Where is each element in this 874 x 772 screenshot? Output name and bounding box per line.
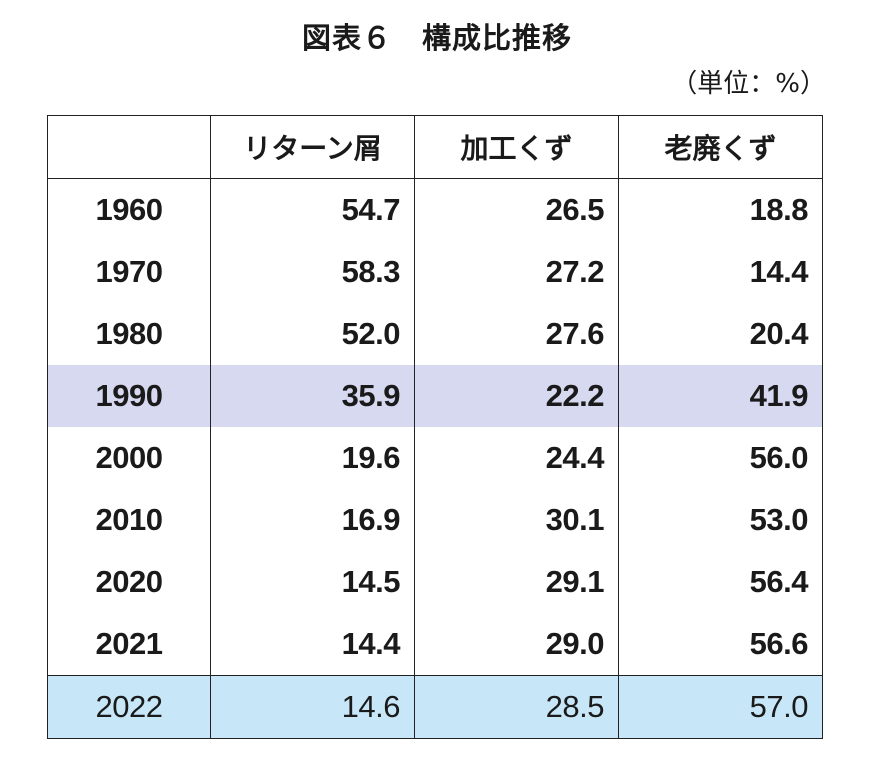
- value-cell: 14.4: [618, 241, 823, 303]
- year-cell: 2022: [47, 675, 211, 739]
- value-cell: 18.8: [618, 178, 823, 241]
- year-cell: 2000: [47, 427, 211, 489]
- header-return-scrap: リターン屑: [210, 115, 415, 179]
- value-cell: 14.4: [210, 613, 415, 676]
- value-cell: 28.5: [414, 675, 619, 739]
- value-cell: 29.0: [414, 613, 619, 676]
- value-cell: 27.6: [414, 303, 619, 365]
- table-row: 2000 19.6 24.4 56.0: [47, 427, 823, 489]
- value-cell: 58.3: [210, 241, 415, 303]
- value-cell: 26.5: [414, 178, 619, 241]
- value-cell: 16.9: [210, 489, 415, 551]
- year-cell: 1980: [47, 303, 211, 365]
- table-row: 1980 52.0 27.6 20.4: [47, 303, 823, 365]
- year-cell: 2010: [47, 489, 211, 551]
- table-row: 2021 14.4 29.0 56.6: [47, 613, 823, 676]
- table-row: 1960 54.7 26.5 18.8: [47, 178, 823, 241]
- value-cell: 56.6: [618, 613, 823, 676]
- table-row: 2022 14.6 28.5 57.0: [47, 675, 823, 739]
- header-row: リターン屑 加工くず 老廃くず: [47, 115, 823, 179]
- table-row: 1990 35.9 22.2 41.9: [47, 365, 823, 427]
- table-row: 2010 16.9 30.1 53.0: [47, 489, 823, 551]
- year-cell: 1960: [47, 178, 211, 241]
- table-title: 図表６ 構成比推移: [301, 21, 572, 55]
- value-cell: 56.0: [618, 427, 823, 489]
- value-cell: 30.1: [414, 489, 619, 551]
- value-cell: 52.0: [210, 303, 415, 365]
- table-body: 1960 54.7 26.5 18.8 1970 58.3 27.2 14.4 1980 52.0…: [47, 178, 823, 739]
- year-cell: 1970: [47, 241, 211, 303]
- value-cell: 27.2: [414, 241, 619, 303]
- value-cell: 19.6: [210, 427, 415, 489]
- value-cell: 53.0: [618, 489, 823, 551]
- value-cell: 14.6: [210, 675, 415, 739]
- value-cell: 56.4: [618, 551, 823, 613]
- value-cell: 41.9: [618, 365, 823, 427]
- value-cell: 14.5: [210, 551, 415, 613]
- value-cell: 20.4: [618, 303, 823, 365]
- value-cell: 22.2: [414, 365, 619, 427]
- unit-label: （単位：%）: [671, 69, 826, 99]
- table-row: 1970 58.3 27.2 14.4: [47, 241, 823, 303]
- value-cell: 29.1: [414, 551, 619, 613]
- year-cell: 2021: [47, 613, 211, 676]
- year-cell: 1990: [47, 365, 211, 427]
- value-cell: 57.0: [618, 675, 823, 739]
- year-cell: 2020: [47, 551, 211, 613]
- composition-table: リターン屑 加工くず 老廃くず 1960 54.7 26.5 18.8 1970 58.3…: [47, 115, 823, 739]
- header-processing-scrap: 加工くず: [414, 115, 619, 179]
- header-obsolete-scrap: 老廃くず: [618, 115, 823, 179]
- table-row: 2020 14.5 29.1 56.4: [47, 551, 823, 613]
- value-cell: 54.7: [210, 178, 415, 241]
- value-cell: 24.4: [414, 427, 619, 489]
- header-corner: [47, 115, 211, 179]
- value-cell: 35.9: [210, 365, 415, 427]
